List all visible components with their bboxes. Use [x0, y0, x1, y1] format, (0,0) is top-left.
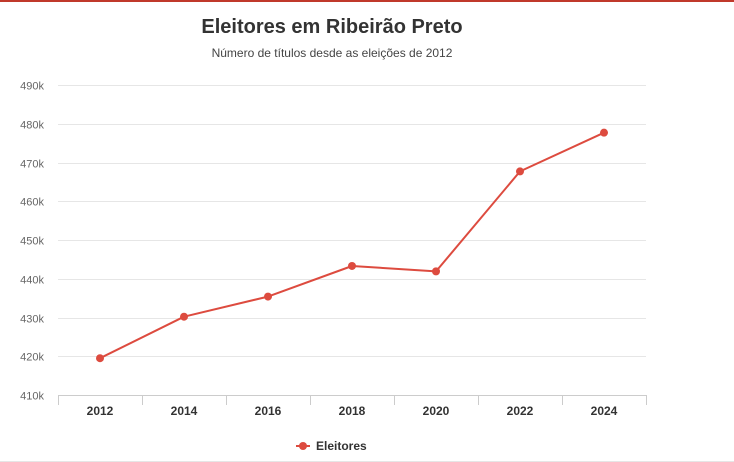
legend[interactable]: Eleitores	[296, 439, 367, 453]
x-tick-label: 2022	[507, 404, 534, 418]
y-tick-label: 490k	[20, 81, 44, 93]
y-tick-label: 450k	[20, 236, 44, 248]
data-point[interactable]	[348, 261, 356, 270]
y-tick-label: 420k	[20, 352, 44, 364]
legend-label-eleitores[interactable]: Eleitores	[316, 439, 367, 453]
x-tick-label: 2020	[423, 404, 450, 418]
grid-layer	[58, 85, 646, 357]
y-tick-label: 460k	[20, 197, 44, 209]
data-point[interactable]	[432, 267, 440, 276]
x-tick-label: 2012	[87, 404, 114, 418]
data-point[interactable]	[516, 167, 524, 176]
data-point[interactable]	[180, 312, 188, 321]
x-tick-label: 2024	[591, 404, 618, 418]
data-point[interactable]	[96, 354, 104, 363]
x-tick-label: 2016	[255, 404, 282, 418]
y-tick-label: 480k	[20, 120, 44, 132]
y-tick-label: 440k	[20, 275, 44, 287]
chart-title: Eleitores em Ribeirão Preto	[201, 16, 462, 38]
data-point[interactable]	[600, 128, 608, 137]
y-tick-label: 410k	[20, 391, 44, 403]
chart-subtitle: Número de títulos desde as eleições de 2…	[212, 46, 453, 60]
series-layer	[96, 128, 608, 363]
legend-marker	[299, 442, 307, 450]
x-tick-label: 2018	[339, 404, 366, 418]
x-tick-label: 2014	[171, 404, 198, 418]
data-point[interactable]	[264, 292, 272, 301]
y-tick-label: 470k	[20, 159, 44, 171]
series-line-eleitores	[99, 131, 605, 360]
top-accent-rule	[0, 0, 734, 2]
axis-layer: 410k 420k 430k 440k 450k 460k 470k 480k 490k 2012…	[20, 81, 647, 418]
y-tick-label: 430k	[20, 314, 44, 326]
